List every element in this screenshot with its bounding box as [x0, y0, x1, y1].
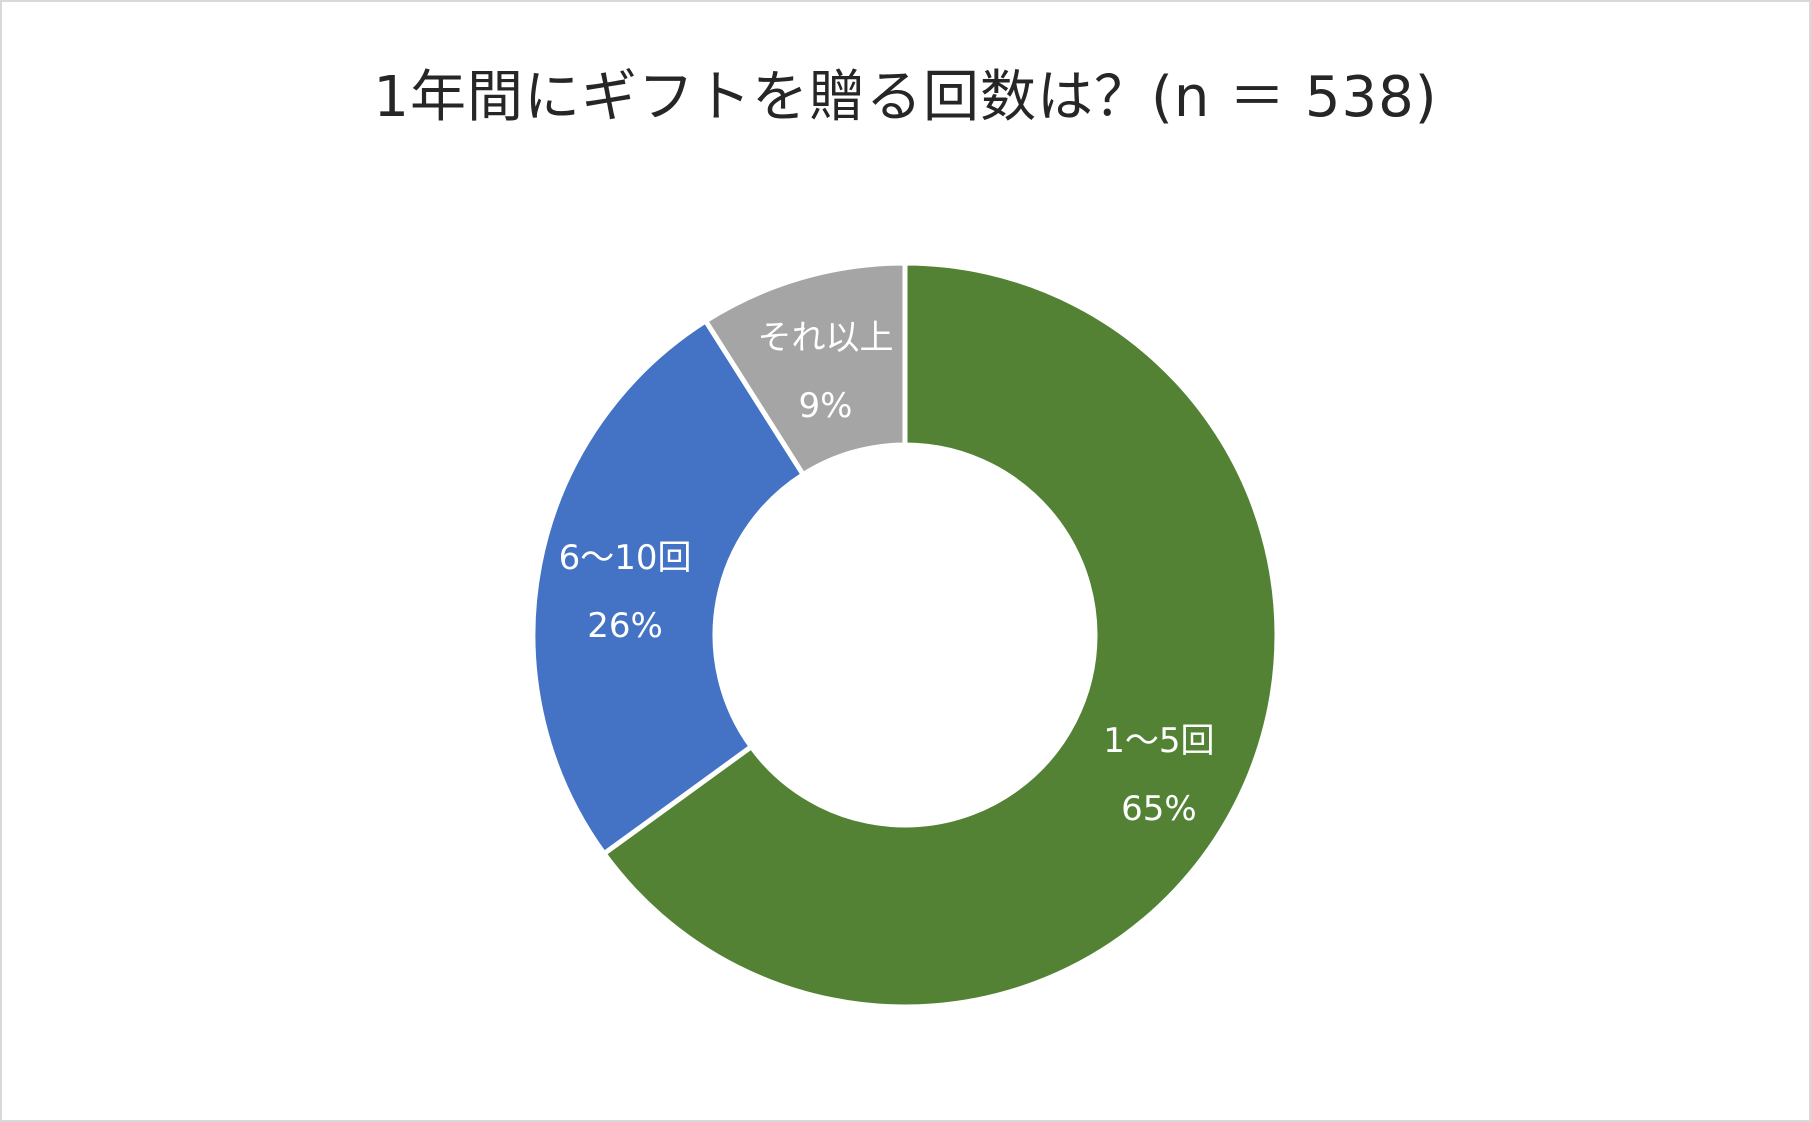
slice-category-label: 1〜5回 [1103, 721, 1214, 761]
donut-slice [601, 260, 1280, 1010]
slice-category-label: 6〜10回 [559, 538, 692, 578]
donut-labels: 1〜5回 65% 6〜10回 26% それ以上 9% [559, 318, 1215, 829]
donut-slice [703, 260, 908, 478]
donut-slices [530, 260, 1280, 1010]
slice-value-label: 9% [799, 386, 853, 426]
slice-category-label: それ以上 [757, 318, 893, 358]
slice-value-label: 65% [1121, 789, 1197, 829]
slice-value-label: 26% [587, 606, 663, 646]
donut-slice [530, 318, 806, 857]
chart-title: 1年間にギフトを贈る回数は？(n ＝ 538) [373, 65, 1438, 130]
